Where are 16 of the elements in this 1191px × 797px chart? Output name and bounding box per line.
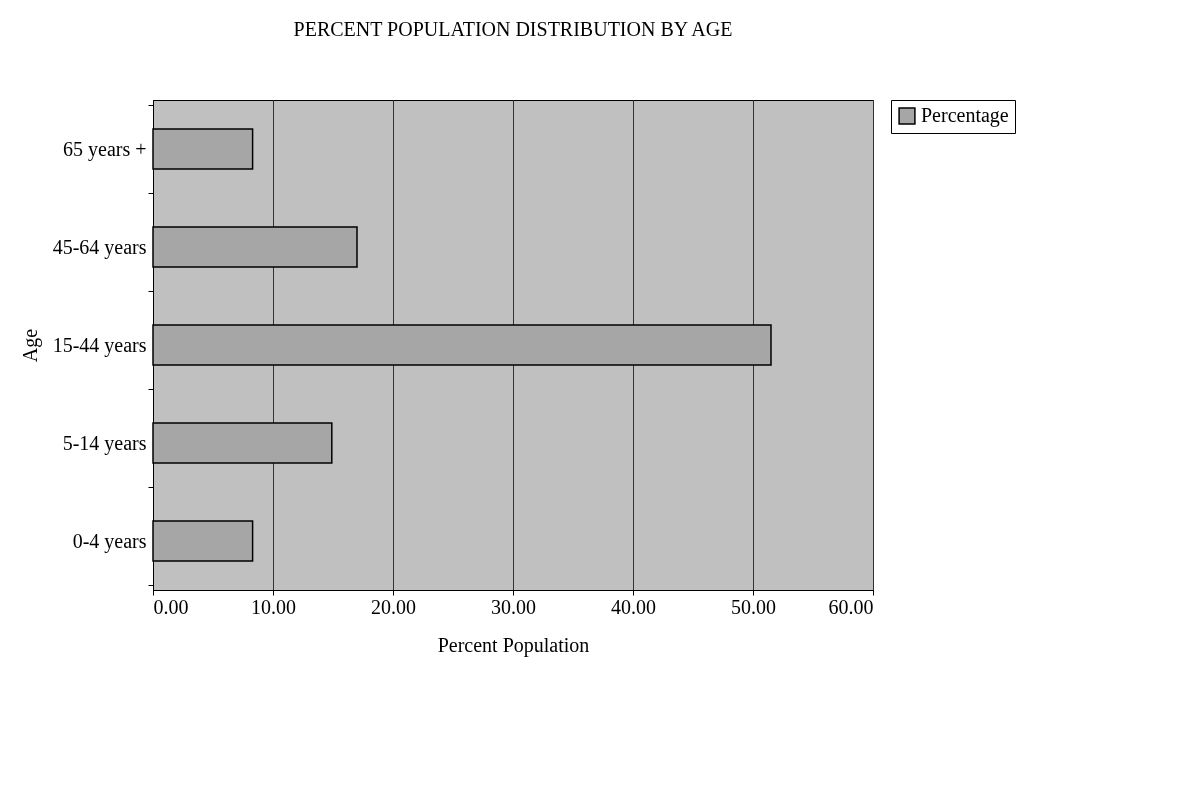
- y-tick-label: 45-64 years: [52, 235, 147, 259]
- x-tick-label: 30.00: [491, 595, 536, 618]
- y-tick-label: 0-4 years: [72, 529, 147, 553]
- x-tick-label: 50.00: [731, 595, 776, 618]
- x-tick-label: 20.00: [371, 595, 416, 618]
- x-tick-label: 60.00: [828, 595, 874, 618]
- x-tick-label: 0.00: [153, 595, 189, 618]
- y-tick-label: 5-14 years: [62, 431, 147, 455]
- chart-title: PERCENT POPULATION DISTRIBUTION BY AGE: [293, 18, 733, 40]
- y-tick-label: 65 years +: [63, 137, 147, 161]
- y-axis-title: Age: [18, 328, 42, 363]
- x-tick-label: 10.00: [251, 595, 296, 618]
- y-tick-label: 15-44 years: [52, 333, 147, 357]
- legend-label: Percentage: [921, 104, 1009, 127]
- x-axis-title: Percent Population: [437, 633, 590, 657]
- x-tick-label: 40.00: [611, 595, 656, 618]
